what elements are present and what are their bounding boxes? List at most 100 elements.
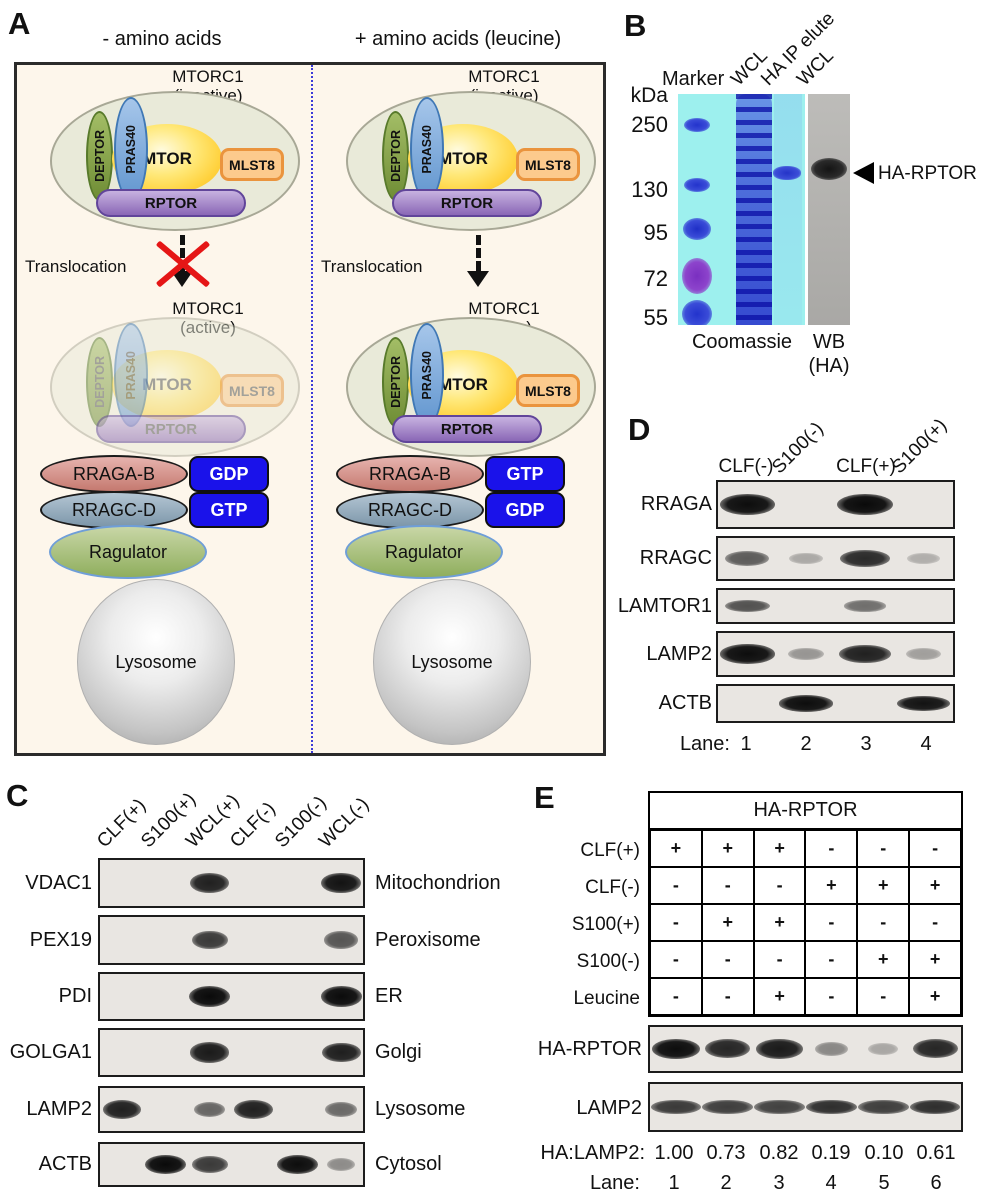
condition-cell: - [805, 904, 858, 941]
ratio-value: 0.73 [706, 1142, 746, 1164]
lane-number: 6 [930, 1172, 942, 1194]
organelle-label-mitochondrion: Mitochondrion [375, 872, 501, 894]
wb-band [725, 550, 770, 567]
blot-row-label-golga1: GOLGA1 [9, 1041, 92, 1063]
wb-band [327, 1158, 355, 1171]
wb-band [789, 552, 823, 565]
condition-cell: - [909, 904, 961, 941]
marker-95: 95 [643, 220, 668, 245]
wb-blot-rraga [716, 480, 955, 529]
rptor-label: RPTOR [440, 194, 494, 212]
mtor-label: MTOR [438, 149, 488, 168]
wb-band [702, 1099, 754, 1115]
condition-table: HA-RPTOR + + + - - - - - - + + + - + + - - - - - - - + + - - + - - + [648, 791, 963, 1017]
ratio-value: 0.19 [811, 1142, 851, 1164]
lane-number: 1 [740, 733, 752, 755]
translocation-arrow-line [180, 235, 185, 271]
condition-cell: - [753, 941, 806, 978]
wb-band [756, 1039, 803, 1059]
organelle-label-cytosol: Cytosol [375, 1153, 442, 1175]
lane-label-clf-plus: CLF(+) [93, 794, 151, 852]
rptor-shape: RPTOR [392, 415, 542, 443]
translocation-arrow-head [171, 271, 193, 287]
wb-band [190, 872, 229, 894]
rragc-d-shape: RRAGC-D [336, 491, 484, 529]
condition-cell: - [650, 867, 702, 904]
wb-band [188, 985, 231, 1008]
wb-band [650, 1099, 702, 1115]
rptor-label: RPTOR [440, 420, 494, 438]
condition-cell: + [701, 904, 754, 941]
lane-number: 2 [800, 733, 812, 755]
lane-number: 5 [878, 1172, 890, 1194]
wb-band [909, 1099, 961, 1115]
mtorc1-complex-inactive: DEPTOR MTOR PRAS40 MLST8 RPTOR [50, 91, 300, 231]
title-line: MTORC1 [468, 67, 540, 86]
ragulator-label: Ragulator [88, 541, 168, 562]
rptor-shape: RPTOR [392, 189, 542, 217]
ragulator-shape: Ragulator [49, 525, 207, 579]
wb-blot-vdac1 [98, 858, 365, 908]
condition-cell: + [857, 867, 910, 904]
wb-band [321, 1042, 361, 1063]
deptor-label: DEPTOR [388, 356, 403, 408]
rraga-b-label: RRAGA-B [72, 463, 155, 484]
marker-band-250 [684, 118, 710, 132]
coomassie-caption: Coomassie [691, 331, 793, 353]
blot-row-label-lamp2: LAMP2 [646, 643, 712, 665]
panel-e-label: E [534, 780, 555, 815]
rragc-d-shape: RRAGC-D [40, 491, 188, 529]
rraga-b-label: RRAGA-B [368, 463, 451, 484]
mtor-label: MTOR [142, 149, 192, 168]
wb-band [324, 931, 358, 949]
wb-band [705, 1039, 751, 1059]
condition-cell: + [753, 830, 806, 867]
pras40-label: PRAS40 [420, 350, 434, 400]
translocation-arrow-head [467, 271, 489, 287]
wb-band [325, 1101, 357, 1118]
marker-72: 72 [643, 266, 668, 291]
condition-cell: - [701, 978, 754, 1015]
pras40-shape: PRAS40 [114, 97, 148, 201]
lane-label-clf-plus: CLF(+) [836, 456, 896, 477]
mlst8-label: MLST8 [525, 156, 571, 173]
condition-cell: + [701, 830, 754, 867]
wb-caption-line2: (HA) [808, 355, 850, 377]
nucleotide-box-gtp: GTP [485, 456, 565, 492]
panel-a-right-column: MTORC1 (inactive) DEPTOR MTOR PRAS40 MLS… [313, 65, 609, 759]
blot-row-label-rraga: RRAGA [640, 493, 712, 515]
marker-55: 55 [643, 305, 668, 330]
coomassie-gel [678, 94, 805, 325]
wb-band [320, 986, 362, 1007]
mlst8-shape: MLST8 [516, 148, 580, 181]
condition-cell: - [701, 867, 754, 904]
nucleotide-box-gtp: GTP [189, 492, 269, 528]
condition-cell: - [650, 978, 702, 1015]
ragulator-shape: Ragulator [345, 525, 503, 579]
nucleotide-label: GDP [505, 499, 545, 520]
wb-band [720, 494, 775, 515]
rragc-d-label: RRAGC-D [368, 499, 452, 520]
blot-row-label-ha-rptor: HA-RPTOR [537, 1038, 642, 1060]
translocation-label: Translocation [321, 257, 423, 276]
ratio-value: 0.10 [864, 1142, 904, 1164]
organelle-label-lysosome: Lysosome [375, 1098, 466, 1120]
condition-cell: + [857, 941, 910, 978]
condition-label-clf-plus: CLF(+) [580, 840, 640, 861]
lane-caption: Lane: [679, 733, 730, 755]
mlst8-label: MLST8 [525, 382, 571, 399]
wb-band [189, 1042, 230, 1063]
mlst8-label: MLST8 [229, 382, 275, 399]
blot-row-label-lamp2: LAMP2 [26, 1098, 92, 1120]
wb-band [907, 552, 940, 565]
wb-band [720, 644, 775, 664]
lane-number: 4 [825, 1172, 837, 1194]
wb-band [234, 1100, 273, 1119]
lysosome-shape: Lysosome [77, 579, 235, 745]
panel-d-label: D [628, 412, 651, 447]
ratio-value: 1.00 [654, 1142, 694, 1164]
mtor-label: MTOR [438, 375, 488, 394]
wb-band [806, 1099, 857, 1115]
condition-label-clf-minus: CLF(-) [585, 877, 640, 898]
blot-row-label-lamtor1: LAMTOR1 [617, 595, 712, 617]
